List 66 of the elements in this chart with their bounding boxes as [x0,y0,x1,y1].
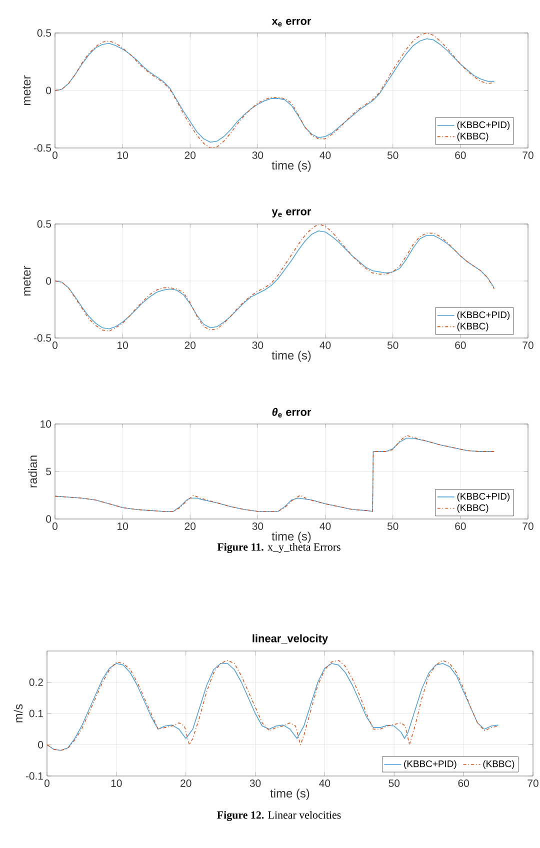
x-tick-label: 40 [320,342,331,349]
y-tick-label: 0 [46,515,52,523]
x-tick-label: 60 [455,152,466,159]
y-tick-label: 0 [38,741,44,748]
y-tick-label: 0.1 [29,710,43,718]
x-axis-title: time (s) [272,160,311,172]
y-tick-label: -0.1 [26,772,43,780]
x-tick-label: 20 [180,780,192,787]
x-tick-label: 10 [111,780,122,787]
x-tick-label: 40 [320,152,331,159]
x-tick-label: 60 [455,522,466,530]
legend-label: (KBBC) [457,504,488,513]
x-tick-label: 30 [252,342,264,349]
chart-title: x$_{e}$ error [272,18,312,26]
y-axis-title: meter [22,75,31,105]
x-tick-label: 60 [455,342,466,349]
x-tick-label: 70 [522,522,534,530]
x-tick-label: 70 [522,152,534,159]
y-tick-label: 0.5 [37,29,52,37]
x-tick-label: 50 [387,152,398,159]
y-tick-label: 10 [40,420,52,428]
y-tick-label: 0.2 [29,678,43,686]
text: Figure 12. Linear velocities [217,811,341,822]
x-tick-label: 60 [458,780,469,787]
x-tick-label: 0 [52,522,58,530]
legend-label: (KBBC+PID) [457,492,510,502]
y-tick-label: 0 [46,86,52,94]
x-tick-label: 50 [387,522,398,530]
x-tick-label: 70 [522,342,534,349]
x-axis-title: time (s) [270,788,310,800]
x-tick-label: 20 [184,342,196,349]
x-tick-label: 10 [118,342,128,349]
y-axis-title: meter [22,266,31,296]
x-tick-label: 70 [528,780,538,787]
y-tick-label: -0.5 [34,334,52,342]
x-tick-label: 30 [252,152,264,159]
x-tick-label: 30 [252,522,264,530]
x-tick-label: 10 [118,522,128,530]
y-axis-title: radian [28,456,37,488]
x-tick-label: 0 [52,152,58,159]
x-tick-label: 50 [387,342,398,349]
legend-label: (KBBC) [457,132,488,142]
x-tick-label: 50 [388,780,400,787]
legend-label: (KBBC+PID) [404,760,456,770]
text: Figure 11. x_y_theta Errors [217,542,340,554]
legend-label: (KBBC+PID) [457,121,510,130]
x-tick-label: 10 [118,152,128,159]
y-tick-label: -0.5 [34,144,52,152]
chart-title: linear_velocity [252,634,328,644]
legend-label: (KBBC+PID) [457,311,510,320]
legend-label: (KBBC) [457,322,488,332]
x-axis-title: time (s) [272,532,311,543]
y-tick-label: 0.5 [37,220,52,228]
chart-title: θ$_{e}$ error [272,408,312,418]
x-tick-label: 20 [184,522,196,530]
y-tick-label: 0 [46,277,52,285]
x-axis-title: time (s) [272,350,311,362]
y-tick-label: 5 [46,468,52,476]
y-axis-title: m/s [14,704,23,722]
x-tick-label: 0 [52,342,58,349]
chart-title: y$_{e}$ error [272,209,312,218]
x-tick-label: 20 [184,152,196,159]
x-tick-label: 40 [320,522,331,530]
legend-label: (KBBC) [483,760,514,770]
x-tick-label: 40 [319,780,330,787]
x-tick-label: 30 [250,780,261,787]
